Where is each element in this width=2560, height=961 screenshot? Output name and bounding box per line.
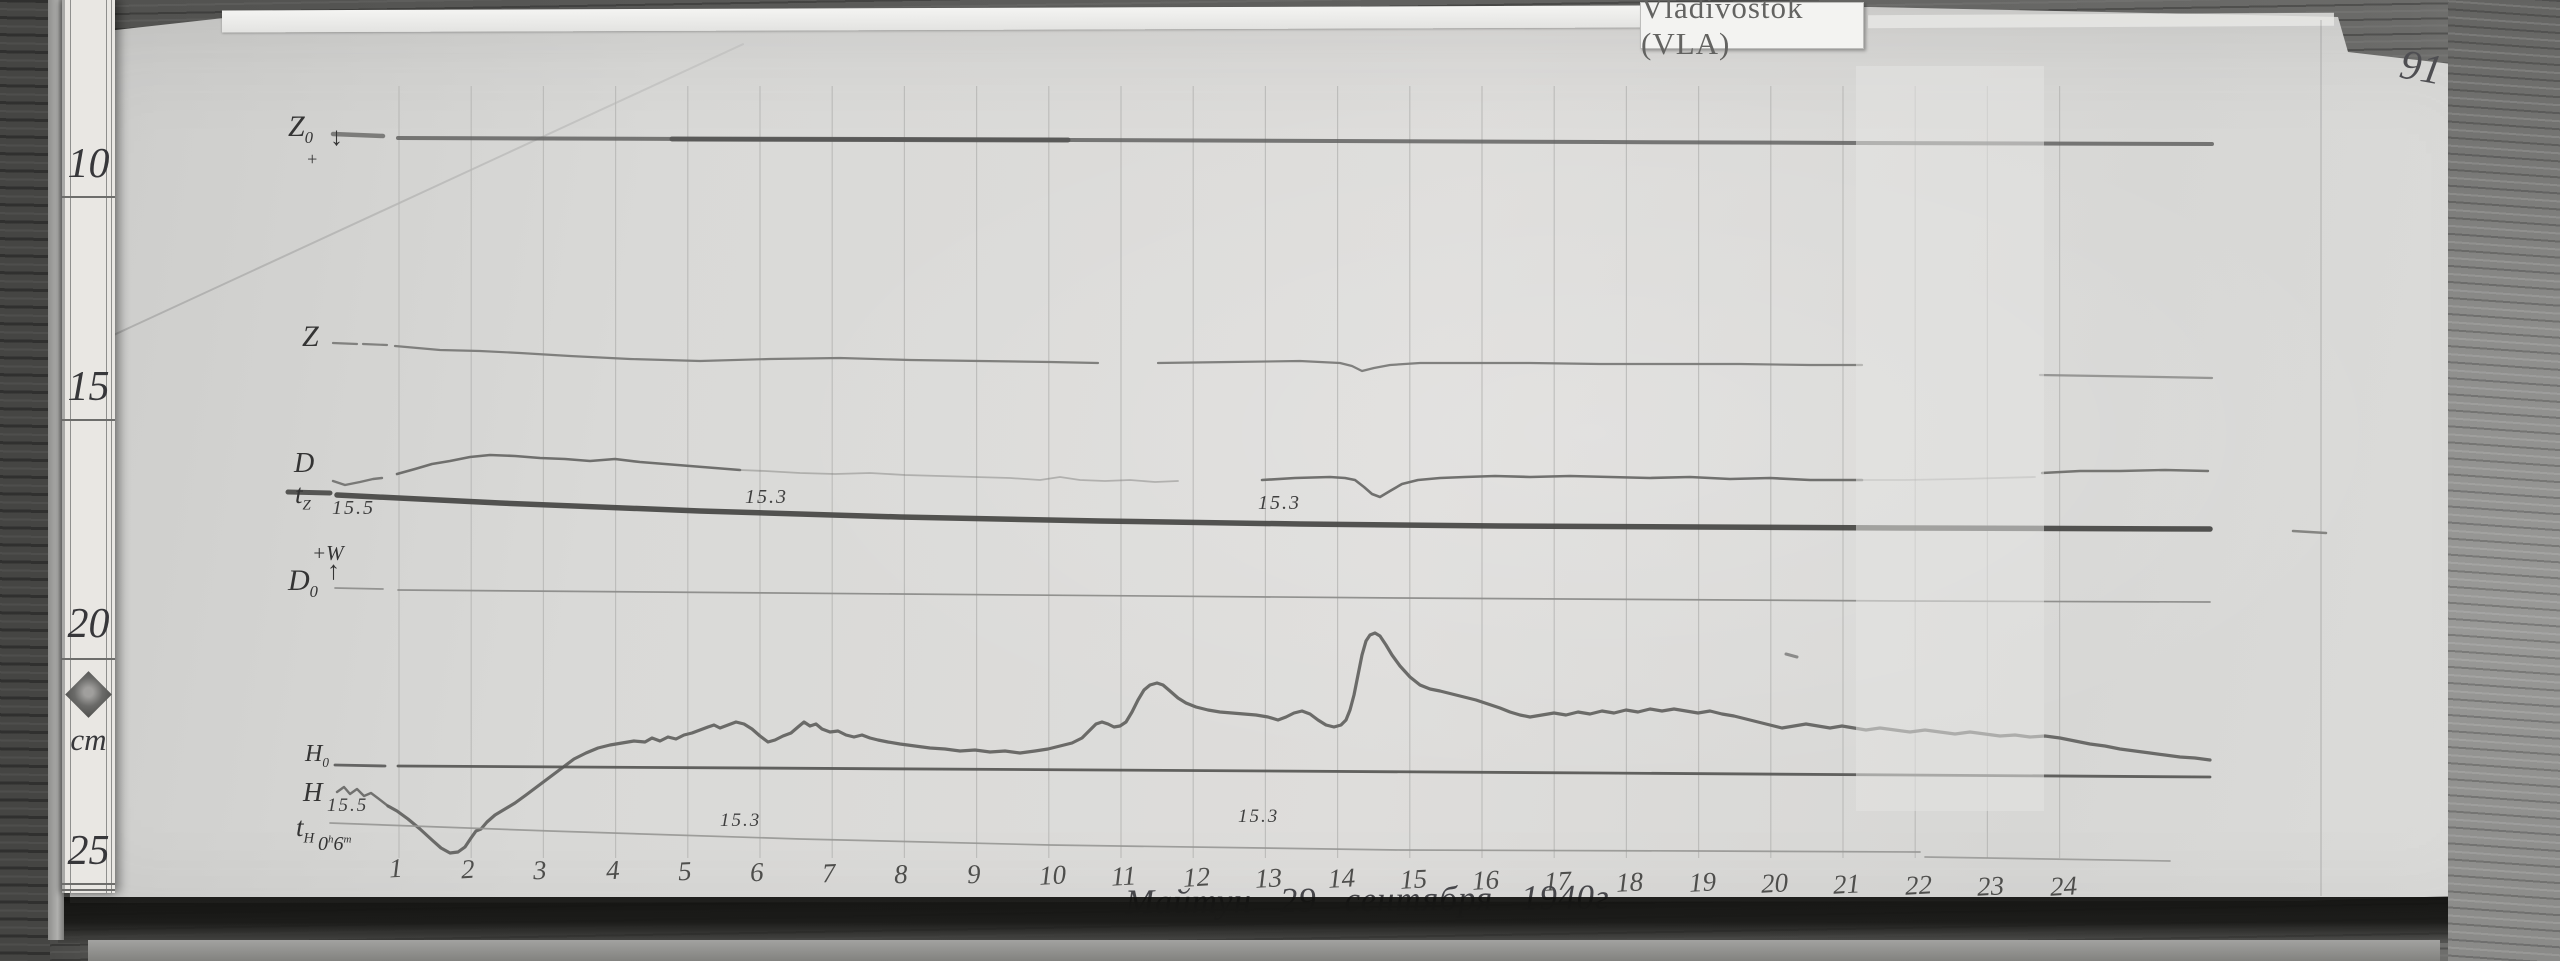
ruler-tick-line: [62, 196, 115, 198]
ruler-number: 15: [67, 364, 110, 410]
hour-tick-label: 4: [604, 855, 620, 886]
d0-baseline-label: D0: [288, 564, 318, 601]
ruler-number: 20: [67, 601, 110, 647]
hour-tick-label: 2: [460, 853, 476, 885]
hour-tick-label: 20: [1760, 867, 1789, 899]
temperature-annotation: 15.5: [327, 795, 369, 816]
hour-tick-label: 5: [676, 855, 693, 887]
wood-table-left: [0, 0, 50, 961]
tz-trace-label: tZ: [295, 479, 311, 514]
temperature-annotation: 15.3: [1258, 492, 1301, 514]
hour-tick-label: 19: [1687, 866, 1717, 899]
th-trace-label: tH: [296, 812, 315, 847]
cm-ruler: 10 15 20 25 cm: [62, 0, 115, 893]
hour-tick-label: 3: [532, 854, 548, 885]
d-trace-label: D: [294, 448, 315, 479]
corner-note: 91: [2396, 41, 2446, 95]
start-time-label: 0h6m: [318, 833, 352, 855]
temperature-annotation: 15.3: [1238, 806, 1280, 827]
exposure-wash: [1856, 66, 2044, 811]
ruler-tick-line: [62, 419, 115, 421]
ruler-end-line: [62, 889, 115, 891]
z-trace-label: Z: [302, 320, 319, 353]
hour-tick-label: 6: [749, 856, 765, 888]
ruler-tick-line: [62, 883, 115, 885]
hour-tick-label: 9: [965, 859, 981, 890]
temperature-annotation: 15.5: [332, 497, 375, 519]
diamond-logo-icon: [65, 671, 112, 718]
paper-top-edge-right: [1867, 12, 2335, 29]
paper-bottom-shadow: [58, 897, 2458, 943]
w-direction-label: +W: [312, 541, 344, 565]
ruler-number: 10: [67, 141, 110, 187]
z0-arrow-down-icon: ↓: [330, 122, 343, 151]
hour-tick-label: 8: [893, 858, 909, 889]
h-trace-label: H: [303, 777, 323, 807]
hour-tick-label: 21: [1832, 868, 1861, 900]
table-edge-strip: [88, 940, 2440, 961]
hour-tick-label: 7: [821, 857, 837, 889]
ruler-number: 25: [67, 828, 110, 874]
temperature-annotation: 15.3: [720, 810, 762, 831]
temperature-annotation: 15.3: [745, 486, 788, 508]
z0-baseline-label: Z0: [288, 110, 313, 147]
h0-baseline-label: H0: [305, 741, 329, 770]
z0-plus-sign: +: [306, 149, 319, 169]
station-label: Vladivostok (VLA): [1640, 0, 1864, 61]
d0-arrow-up-icon: ↑: [327, 556, 340, 585]
ruler-unit: cm: [70, 722, 107, 757]
left-edge-strip: [48, 0, 64, 940]
paper-crease-vertical: [2320, 20, 2322, 896]
wood-table-right: [2448, 0, 2560, 961]
hour-tick-label: 10: [1038, 859, 1067, 891]
hour-tick-label: 1: [388, 852, 404, 884]
ruler-tick-line: [62, 658, 115, 660]
hour-tick-label: 18: [1615, 865, 1645, 898]
